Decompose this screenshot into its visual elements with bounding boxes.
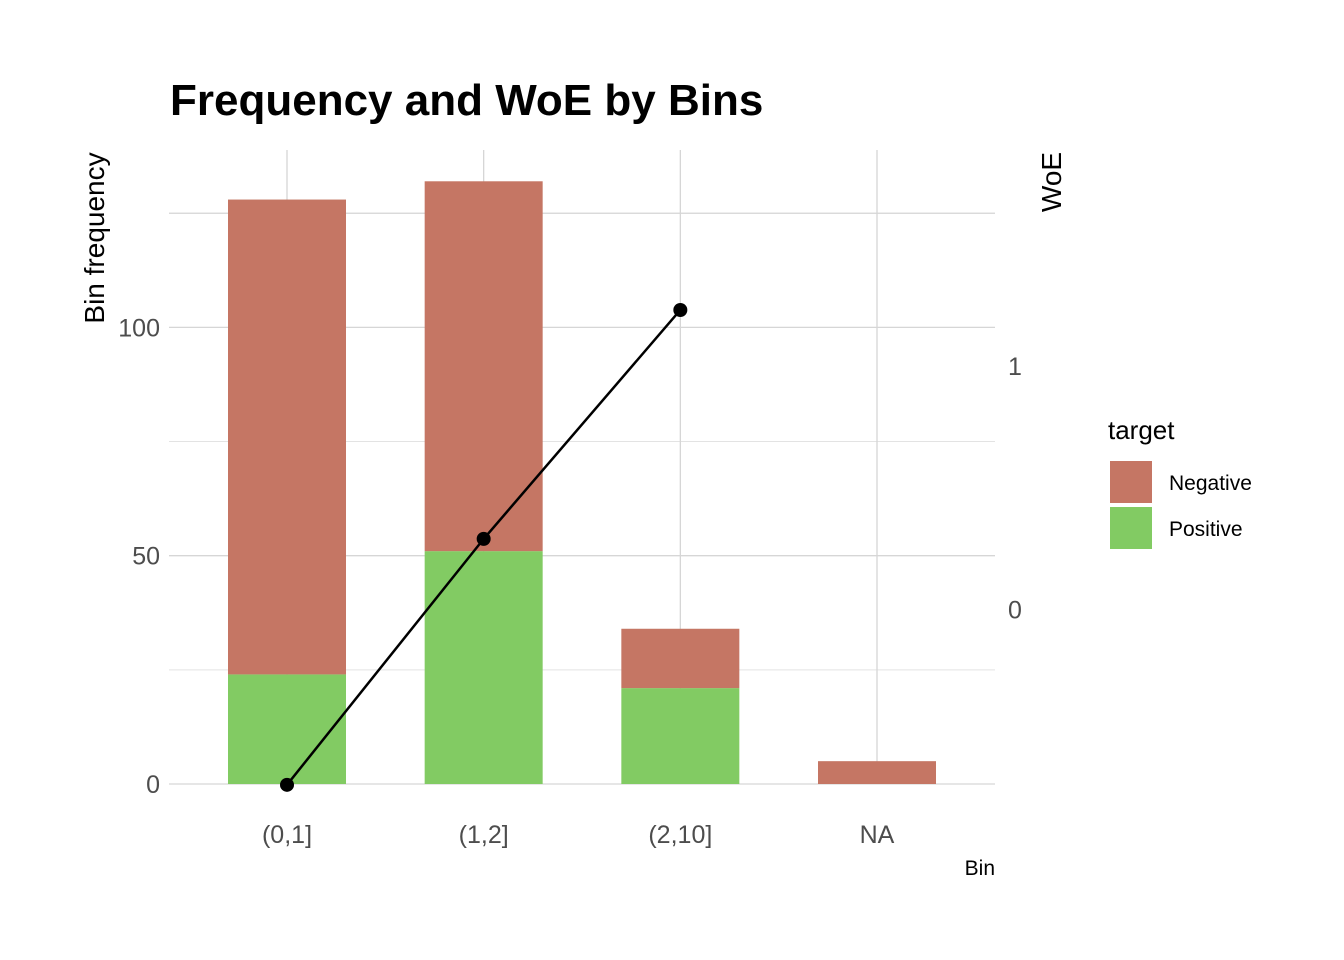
bar-negative-3 bbox=[818, 761, 936, 784]
woe-line bbox=[280, 302, 688, 792]
x-axis-title: Bin bbox=[965, 857, 995, 880]
legend-title: target bbox=[1108, 415, 1175, 445]
woe-point-0 bbox=[280, 777, 294, 792]
x-tick-label: (2,10] bbox=[648, 821, 712, 849]
y2-axis-ticks: 01 bbox=[1008, 353, 1022, 625]
legend-swatch-positive bbox=[1110, 507, 1152, 549]
x-tick-label: (1,2] bbox=[459, 821, 509, 849]
legend-label-positive: Positive bbox=[1169, 518, 1243, 541]
y-axis-ticks: 0 50 100 bbox=[118, 314, 160, 799]
x-tick-label: NA bbox=[860, 821, 895, 849]
woe-point-2 bbox=[673, 302, 688, 317]
woe-point-1 bbox=[476, 531, 491, 546]
x-axis-ticks: (0,1] (1,2] (2,10] NA bbox=[262, 821, 895, 849]
bar-positive-2 bbox=[621, 688, 740, 784]
bar-negative-2 bbox=[621, 628, 740, 689]
bar-positive-0 bbox=[228, 674, 346, 784]
bar-negative-1 bbox=[424, 181, 543, 552]
y-axis-title: Bin frequency bbox=[79, 152, 110, 323]
x-tick-label: (0,1] bbox=[262, 821, 312, 849]
y2-tick-label: 1 bbox=[1008, 353, 1022, 381]
legend-label-negative: Negative bbox=[1169, 472, 1252, 495]
chart-title: Frequency and WoE by Bins bbox=[170, 76, 763, 125]
y-tick-label: 100 bbox=[118, 314, 160, 342]
y2-tick-label: 0 bbox=[1008, 597, 1022, 625]
bar-positive-1 bbox=[424, 551, 543, 784]
y-tick-label: 0 bbox=[146, 771, 160, 799]
bars bbox=[228, 181, 936, 784]
legend: target Negative Positive bbox=[1108, 415, 1252, 549]
y2-axis-title: WoE bbox=[1036, 152, 1067, 212]
y-tick-label: 50 bbox=[132, 543, 160, 571]
bar-negative-0 bbox=[228, 199, 346, 675]
legend-swatch-negative bbox=[1110, 461, 1152, 503]
